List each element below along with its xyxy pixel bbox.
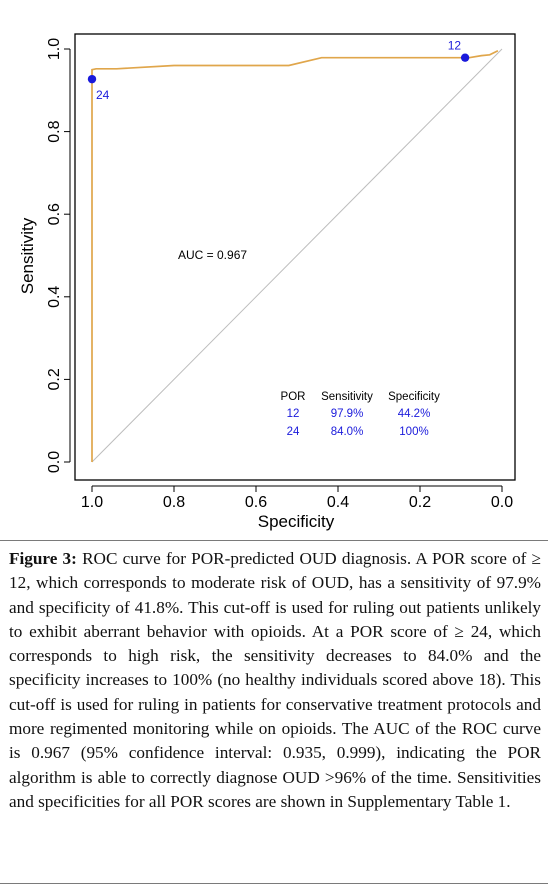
y-tick-label: 0.4 (46, 286, 63, 308)
y-tick-label: 0.0 (46, 451, 63, 473)
table-cell: 97.9% (331, 408, 364, 420)
x-tick-label: 0.4 (327, 494, 349, 511)
y-tick-label: 0.6 (46, 203, 63, 225)
table-cell: 44.2% (398, 408, 431, 420)
cutoff-point-12 (460, 53, 470, 62)
por-table: POR Sensitivity Specificity 12 97.9% 44.2% 24 8… (281, 391, 441, 438)
y-axis-label: Sensitivity (18, 217, 37, 294)
x-tick-label: 0.6 (245, 494, 267, 511)
y-tick-label: 1.0 (46, 38, 63, 60)
x-tick-label: 0.2 (409, 494, 431, 511)
cutoff-point-24 (87, 74, 97, 84)
roc-curve-0 (91, 49, 499, 462)
table-header: POR (281, 391, 306, 403)
plot-frame (74, 33, 516, 481)
table-header: Sensitivity (321, 391, 373, 403)
caption-label: Figure 3: (9, 549, 77, 568)
roc-chart: 12 24 1.0 0.8 0.6 0.4 0.2 0.0 0.0 0.2 0.4 0.6 0.8 1… (18, 33, 516, 531)
table-header: Specificity (388, 391, 440, 403)
x-tick-label: 0.0 (491, 494, 513, 511)
y-tick-label: 0.8 (46, 120, 63, 142)
figure-caption: Figure 3: ROC curve for POR-predicted OU… (9, 547, 541, 814)
x-axis-label: Specificity (258, 512, 335, 531)
x-tick-label: 0.8 (163, 494, 185, 511)
caption-bottom-rule (0, 883, 548, 884)
table-cell: 24 (287, 426, 300, 438)
auc-annotation: AUC = 0.967 (178, 248, 247, 262)
table-cell: 84.0% (331, 426, 364, 438)
y-tick-label: 0.2 (46, 368, 63, 390)
caption-top-rule (0, 540, 548, 541)
cutoff-label-24: 24 (96, 88, 110, 102)
caption-text: ROC curve for POR-predicted OUD diagnosi… (9, 549, 542, 811)
reference-diagonal (91, 48, 503, 463)
x-tick-label: 1.0 (81, 494, 103, 511)
table-cell: 12 (287, 408, 300, 420)
cutoff-label-12: 12 (448, 39, 462, 53)
table-cell: 100% (399, 426, 428, 438)
